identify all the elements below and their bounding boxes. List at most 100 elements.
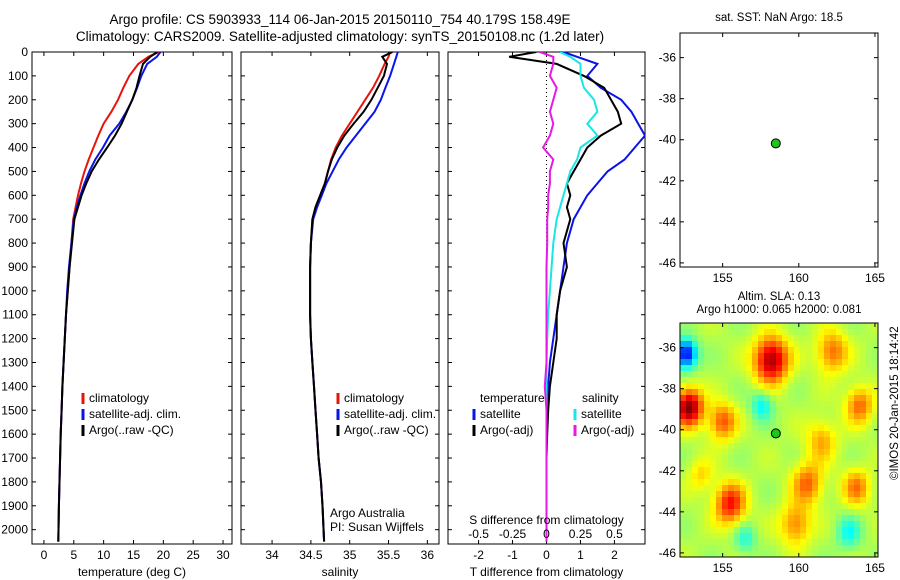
heatmap-cell (686, 479, 692, 485)
heatmap-cell (806, 473, 812, 479)
heatmap-cell (794, 545, 800, 551)
heatmap-cell (740, 491, 746, 497)
heatmap-cell (680, 383, 686, 389)
heatmap-cell (740, 443, 746, 449)
heatmap-cell (740, 389, 746, 395)
heatmap-cell (794, 407, 800, 413)
heatmap-cell (704, 425, 710, 431)
heatmap-cell (764, 515, 770, 521)
heatmap-cell (806, 323, 812, 329)
heatmap-cell (722, 455, 728, 461)
heatmap-cell (728, 437, 734, 443)
heatmap-cell (776, 449, 782, 455)
imos-watermark: ©IMOS 20-Jan-2015 18:14:42 (889, 326, 900, 480)
y-tick-label: 1000 (1, 284, 28, 298)
top-axis-label: S difference from climatology (469, 513, 624, 527)
heatmap-cell (866, 497, 872, 503)
heatmap-cell (842, 383, 848, 389)
heatmap-cell (812, 491, 818, 497)
heatmap-cell (812, 467, 818, 473)
heatmap-cell (812, 341, 818, 347)
heatmap-cell (830, 449, 836, 455)
heatmap-cell (842, 545, 848, 551)
heatmap-cell (806, 491, 812, 497)
heatmap-cell (722, 515, 728, 521)
heatmap-cell (770, 551, 776, 557)
heatmap-cell (854, 467, 860, 473)
heatmap-cell (680, 515, 686, 521)
series-group (309, 52, 399, 542)
heatmap-cell (710, 323, 716, 329)
heatmap-cell (830, 515, 836, 521)
map-frame (679, 32, 879, 268)
heatmap-cell (788, 347, 794, 353)
heatmap-cell (740, 545, 746, 551)
heatmap-cell (818, 521, 824, 527)
heatmap-cell (692, 449, 698, 455)
heatmap-cell (758, 389, 764, 395)
heatmap-cell (722, 401, 728, 407)
heatmap-cell (704, 551, 710, 557)
heatmap-cell (776, 443, 782, 449)
heatmap-cell (764, 413, 770, 419)
heatmap-cell (836, 341, 842, 347)
heatmap-cell (788, 359, 794, 365)
heatmap-cell (734, 473, 740, 479)
heatmap-cell (866, 419, 872, 425)
heatmap-cell (860, 485, 866, 491)
heatmap-cell (746, 347, 752, 353)
heatmap-cell (740, 335, 746, 341)
heatmap-cell (752, 527, 758, 533)
s-satellite-legend-label: satellite (581, 407, 622, 421)
y-tick-label: 1400 (1, 379, 28, 393)
heatmap-cell (746, 527, 752, 533)
heatmap-cell (824, 491, 830, 497)
heatmap-cell (848, 509, 854, 515)
heatmap-cell (758, 533, 764, 539)
heatmap-cell (728, 443, 734, 449)
heatmap-cell (740, 341, 746, 347)
heatmap-cell (788, 413, 794, 419)
heatmap-cell (830, 497, 836, 503)
heatmap-cell (842, 431, 848, 437)
heatmap-cell (788, 539, 794, 545)
x-tick-label: 36 (421, 548, 435, 562)
heatmap-cell (770, 383, 776, 389)
heatmap-cell (722, 473, 728, 479)
heatmap-cell (812, 359, 818, 365)
heatmap-cell (752, 521, 758, 527)
heatmap-cell (818, 401, 824, 407)
heatmap-cell (770, 533, 776, 539)
heatmap-cell (794, 521, 800, 527)
heatmap-cell (872, 389, 878, 395)
heatmap-cell (704, 467, 710, 473)
heatmap-cell (818, 383, 824, 389)
heatmap-cell (860, 359, 866, 365)
climatology-legend-label: climatology (89, 391, 149, 405)
heatmap-cell (788, 485, 794, 491)
heatmap-cell (776, 401, 782, 407)
heatmap-cell (758, 335, 764, 341)
heatmap-cell (776, 413, 782, 419)
heatmap-cell (686, 473, 692, 479)
heatmap-cell (800, 407, 806, 413)
heatmap-cell (740, 437, 746, 443)
heatmap-cell (770, 341, 776, 347)
heatmap-cell (710, 449, 716, 455)
heatmap-cell (788, 473, 794, 479)
heatmap-cell (746, 497, 752, 503)
heatmap-cell (758, 473, 764, 479)
heatmap-cell (746, 443, 752, 449)
heatmap-cell (836, 443, 842, 449)
heatmap-cell (770, 395, 776, 401)
heatmap-cell (818, 341, 824, 347)
heatmap-cell (842, 371, 848, 377)
top-tick-label: -0.5 (468, 527, 489, 541)
heatmap-cell (710, 389, 716, 395)
heatmap-cell (836, 509, 842, 515)
heatmap-cell (812, 473, 818, 479)
heatmap-cell (692, 521, 698, 527)
heatmap-cell (740, 551, 746, 557)
heatmap-cell (722, 413, 728, 419)
heatmap-cell (728, 533, 734, 539)
